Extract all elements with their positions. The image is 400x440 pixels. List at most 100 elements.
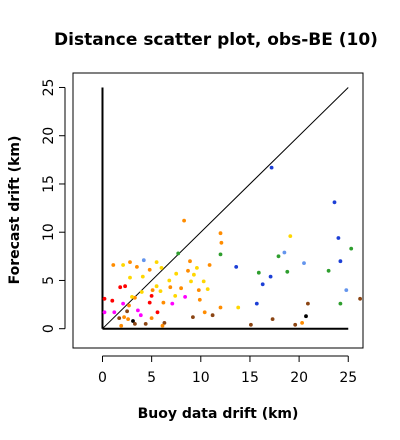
data-point [338, 301, 343, 306]
data-point [205, 287, 210, 291]
y-tick-label: 15 [41, 175, 57, 193]
data-point [167, 278, 172, 283]
x-tick-label: 5 [147, 370, 156, 386]
x-axis-label: Buoy data drift (km) [138, 406, 299, 422]
y-tick-label: 0 [41, 324, 57, 333]
data-point [293, 322, 298, 327]
data-point [338, 259, 343, 264]
data-point [130, 295, 134, 299]
y-tick-label: 10 [41, 223, 57, 241]
data-point [285, 269, 290, 274]
data-point [143, 322, 148, 326]
data-point [197, 297, 202, 302]
data-point [127, 303, 131, 308]
data-point [128, 260, 132, 264]
data-point [218, 305, 223, 310]
data-point [117, 316, 122, 320]
data-point [174, 271, 179, 276]
data-point [344, 288, 349, 292]
data-point [131, 319, 135, 323]
y-tick-label: 5 [41, 276, 57, 285]
data-point [189, 279, 193, 284]
data-point [121, 263, 125, 267]
data-point [182, 218, 187, 223]
plot-frame [72, 72, 364, 349]
data-points [102, 165, 362, 328]
data-point [236, 305, 241, 310]
data-point [140, 274, 145, 279]
data-point [119, 323, 124, 328]
data-point [118, 285, 123, 290]
data-point [358, 296, 362, 301]
data-point [155, 310, 160, 315]
data-point [270, 317, 275, 321]
data-point [121, 301, 125, 306]
y-axis-label: Forecast drift (km) [7, 136, 23, 285]
data-point [219, 240, 224, 245]
data-point [201, 279, 206, 284]
data-point [192, 272, 196, 277]
data-point [170, 301, 175, 306]
data-point [218, 231, 223, 236]
data-point [136, 308, 140, 313]
data-point [268, 274, 273, 279]
data-point [349, 246, 354, 251]
x-axis: 0 5 10 15 20 25 [98, 355, 357, 386]
data-point [149, 294, 154, 298]
data-point [304, 314, 308, 319]
data-point [102, 296, 107, 301]
data-point [179, 286, 184, 291]
data-point [196, 288, 201, 292]
data-point [202, 310, 207, 315]
data-point [332, 200, 337, 205]
reference-lines [101, 87, 349, 330]
chart-title: Distance scatter plot, obs-BE (10) [54, 30, 378, 50]
data-point [154, 284, 159, 289]
data-point [256, 270, 261, 275]
data-point [176, 251, 181, 256]
data-point [128, 275, 132, 280]
data-point [133, 322, 137, 326]
data-point [135, 265, 139, 269]
data-point [126, 317, 130, 321]
data-point [173, 294, 178, 298]
data-point [133, 295, 137, 300]
data-point [210, 313, 215, 318]
data-point [161, 300, 166, 305]
data-point [336, 236, 341, 240]
data-point [147, 267, 152, 272]
data-point [218, 252, 223, 257]
data-point [160, 323, 165, 328]
data-point [122, 315, 126, 319]
x-tick-label: 25 [339, 370, 357, 386]
data-point [300, 321, 304, 325]
data-point [207, 263, 212, 267]
data-point [149, 316, 154, 320]
reference-line-diagonal [102, 87, 349, 330]
data-point [138, 313, 143, 318]
data-point [154, 260, 159, 264]
y-tick-label: 20 [41, 127, 57, 145]
data-point [306, 301, 310, 306]
data-point [111, 263, 116, 267]
data-point [110, 298, 115, 303]
data-point [141, 258, 146, 263]
data-point [234, 265, 239, 269]
data-point [302, 261, 306, 265]
data-point [269, 165, 274, 170]
data-point [282, 250, 287, 255]
data-point [147, 300, 152, 305]
data-point [288, 234, 293, 239]
y-axis: 0 5 10 15 20 25 [41, 79, 66, 333]
data-point [326, 268, 331, 273]
x-tick-label: 10 [192, 370, 210, 386]
data-point [260, 282, 265, 287]
data-point [188, 259, 192, 264]
data-point [125, 309, 129, 314]
data-point [150, 288, 155, 292]
data-point [276, 254, 281, 259]
data-point [168, 285, 173, 290]
data-point [112, 310, 117, 315]
